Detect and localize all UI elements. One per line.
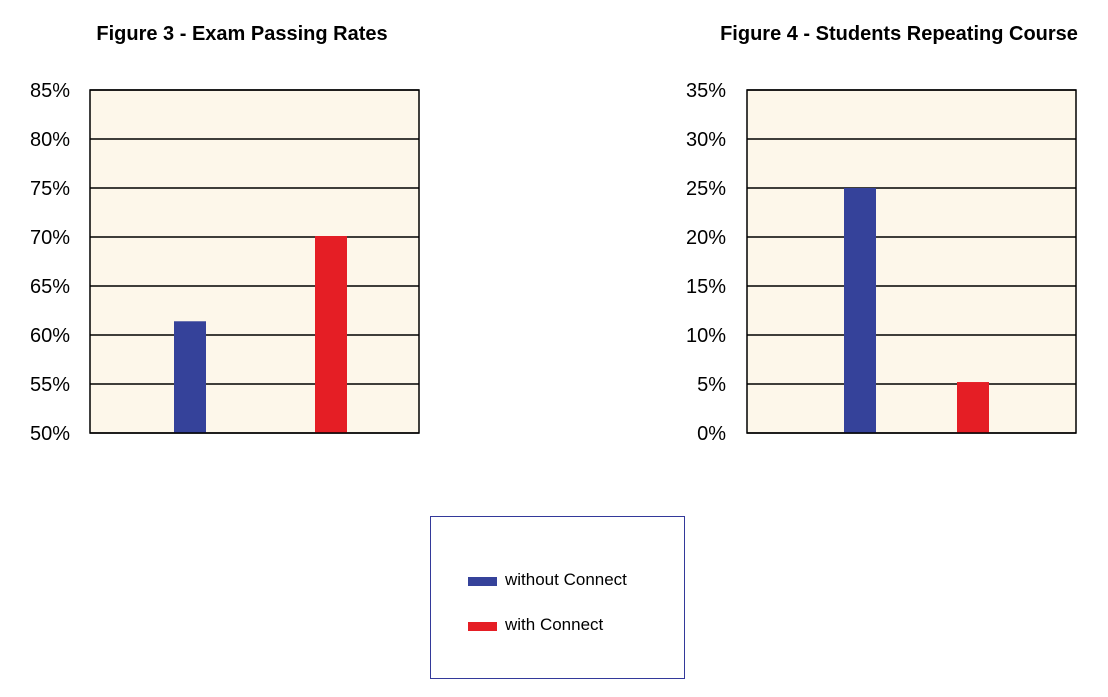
- y-tick-label-30: 30%: [686, 129, 726, 151]
- y-tick-label-10: 10%: [686, 325, 726, 347]
- chart-exam-passing-rates: 50% 55% 60% 65% 70% 75% 80% 85% Figure 3 - Exam …: [30, 23, 420, 445]
- y-tick-label-65: 65%: [30, 276, 70, 298]
- plot-border: [746, 89, 1077, 434]
- y-tick-label-20: 20%: [686, 227, 726, 249]
- chart-title: Figure 3 - Exam Passing Rates: [96, 23, 387, 45]
- plot-area: [90, 90, 419, 433]
- bar-without-connect: [844, 188, 876, 433]
- y-tick-label-35: 35%: [686, 80, 726, 102]
- plot-area: [747, 90, 1076, 433]
- y-tick-label-15: 15%: [686, 276, 726, 298]
- y-tick-label-85: 85%: [30, 80, 70, 102]
- y-tick-label-55: 55%: [30, 374, 70, 396]
- legend-item-without-connect: without Connect: [468, 570, 627, 590]
- legend-item-with-connect: with Connect: [468, 615, 603, 635]
- legend-label-without-connect: without Connect: [505, 570, 627, 589]
- y-tick-label-50: 50%: [30, 423, 70, 445]
- legend-swatch-without-connect: [468, 577, 497, 586]
- y-tick-label-75: 75%: [30, 178, 70, 200]
- bar-with-connect: [315, 236, 347, 433]
- plot-border: [89, 89, 420, 434]
- y-tick-label-70: 70%: [30, 227, 70, 249]
- legend-label-with-connect: with Connect: [505, 615, 604, 634]
- chart-students-repeating-course: 0% 5% 10% 15% 20% 25% 30% 35% Figure 4 - Student…: [686, 23, 1078, 445]
- legend: without Connect with Connect: [430, 516, 685, 679]
- y-tick-label-60: 60%: [30, 325, 70, 347]
- y-tick-label-5: 5%: [697, 374, 726, 396]
- chart-title: Figure 4 - Students Repeating Course: [720, 23, 1078, 45]
- bar-with-connect: [957, 382, 989, 433]
- legend-swatch-with-connect: [468, 622, 497, 631]
- bar-without-connect: [174, 321, 206, 433]
- y-tick-label-0: 0%: [697, 423, 726, 445]
- y-tick-label-25: 25%: [686, 178, 726, 200]
- y-tick-label-80: 80%: [30, 129, 70, 151]
